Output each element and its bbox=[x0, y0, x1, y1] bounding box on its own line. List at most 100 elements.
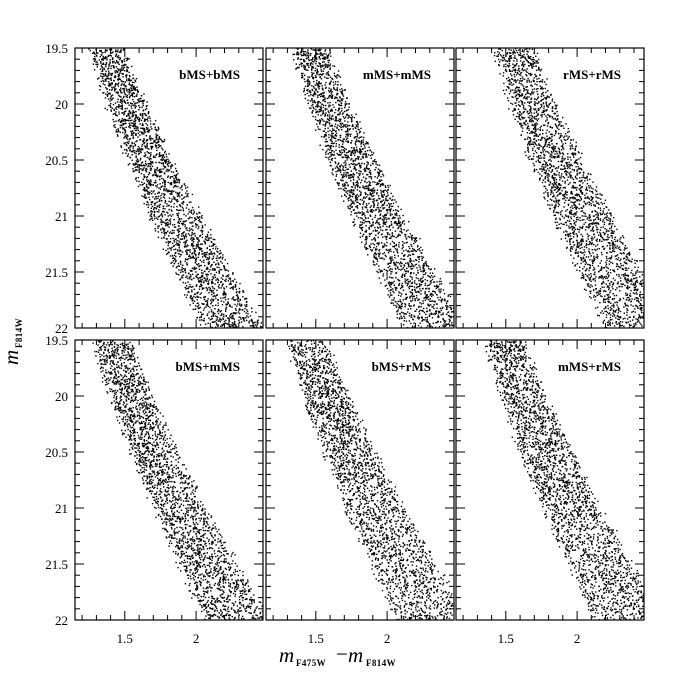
star-point bbox=[320, 53, 323, 55]
star-point bbox=[331, 77, 333, 80]
star-point bbox=[185, 240, 187, 242]
star-point bbox=[166, 205, 168, 207]
star-point bbox=[110, 78, 112, 80]
star-point bbox=[366, 166, 368, 168]
star-point bbox=[437, 285, 439, 288]
star-point bbox=[354, 185, 357, 187]
star-point bbox=[360, 141, 362, 143]
star-point bbox=[129, 95, 131, 98]
star-point bbox=[355, 157, 358, 160]
star-point bbox=[234, 299, 236, 301]
star-point bbox=[122, 124, 124, 126]
star-point bbox=[125, 144, 127, 146]
star-point bbox=[216, 316, 219, 318]
star-point bbox=[359, 153, 362, 155]
star-point bbox=[124, 85, 126, 87]
star-point bbox=[150, 167, 153, 170]
star-point bbox=[165, 232, 167, 234]
star-point bbox=[201, 224, 204, 227]
star-point bbox=[219, 320, 221, 323]
star-point bbox=[221, 313, 223, 315]
star-point bbox=[126, 107, 128, 110]
star-point bbox=[115, 70, 117, 72]
star-point bbox=[313, 95, 315, 97]
star-point bbox=[334, 111, 336, 114]
star-point bbox=[125, 75, 127, 77]
star-point bbox=[137, 145, 140, 148]
star-point bbox=[411, 281, 414, 283]
star-point bbox=[327, 64, 329, 66]
star-point bbox=[234, 284, 237, 286]
star-point bbox=[215, 263, 217, 265]
star-point bbox=[126, 68, 128, 71]
star-point bbox=[233, 326, 236, 328]
star-point bbox=[178, 240, 180, 242]
star-point bbox=[244, 307, 246, 310]
star-point bbox=[114, 112, 116, 115]
star-point bbox=[391, 240, 394, 243]
star-point bbox=[394, 286, 396, 289]
star-point bbox=[319, 102, 322, 104]
star-point bbox=[411, 276, 413, 278]
star-point bbox=[198, 304, 200, 306]
star-point bbox=[198, 216, 200, 218]
star-point bbox=[393, 304, 395, 306]
star-point bbox=[192, 257, 194, 259]
star-point bbox=[230, 326, 232, 328]
star-point bbox=[323, 68, 325, 70]
star-point bbox=[322, 111, 324, 113]
star-point bbox=[195, 218, 197, 220]
star-point bbox=[412, 248, 414, 250]
star-point bbox=[223, 290, 225, 292]
star-point bbox=[399, 305, 401, 307]
star-point bbox=[120, 49, 122, 51]
star-point bbox=[189, 249, 191, 251]
star-point bbox=[391, 256, 393, 258]
star-point bbox=[171, 255, 174, 257]
star-point bbox=[408, 304, 410, 306]
star-point bbox=[103, 68, 106, 71]
star-point bbox=[199, 247, 202, 249]
star-point bbox=[211, 245, 213, 247]
star-point bbox=[367, 142, 369, 144]
star-point bbox=[359, 198, 362, 201]
star-point bbox=[110, 55, 112, 57]
star-point bbox=[133, 150, 136, 152]
star-point bbox=[426, 287, 428, 290]
star-point bbox=[397, 255, 399, 257]
star-point bbox=[112, 113, 115, 115]
star-point bbox=[186, 229, 188, 231]
star-point bbox=[162, 207, 164, 210]
star-point bbox=[117, 85, 119, 87]
star-point bbox=[411, 263, 413, 265]
star-point bbox=[136, 118, 139, 120]
star-point bbox=[369, 215, 372, 217]
star-point bbox=[354, 142, 356, 145]
star-point bbox=[359, 148, 361, 150]
star-point bbox=[167, 215, 169, 217]
star-point bbox=[396, 310, 399, 312]
star-point bbox=[323, 52, 325, 55]
star-point bbox=[135, 156, 137, 158]
star-point bbox=[239, 309, 241, 311]
star-point bbox=[160, 197, 162, 199]
star-point bbox=[353, 148, 356, 151]
star-point bbox=[347, 198, 349, 200]
star-point bbox=[416, 317, 419, 319]
star-point bbox=[214, 243, 216, 245]
star-point bbox=[211, 321, 213, 323]
star-point bbox=[127, 114, 130, 117]
star-point bbox=[315, 57, 317, 60]
star-point bbox=[177, 229, 179, 232]
star-point bbox=[317, 81, 320, 83]
star-point bbox=[418, 331, 419, 332]
star-point bbox=[355, 212, 357, 214]
star-point bbox=[122, 84, 125, 86]
star-point bbox=[373, 203, 375, 205]
star-point bbox=[192, 237, 194, 239]
star-point bbox=[105, 65, 107, 68]
star-point bbox=[117, 128, 119, 130]
star-point bbox=[321, 88, 324, 90]
star-point bbox=[214, 308, 216, 310]
panel-mms-mms: mMS+mMS bbox=[265, 47, 455, 332]
